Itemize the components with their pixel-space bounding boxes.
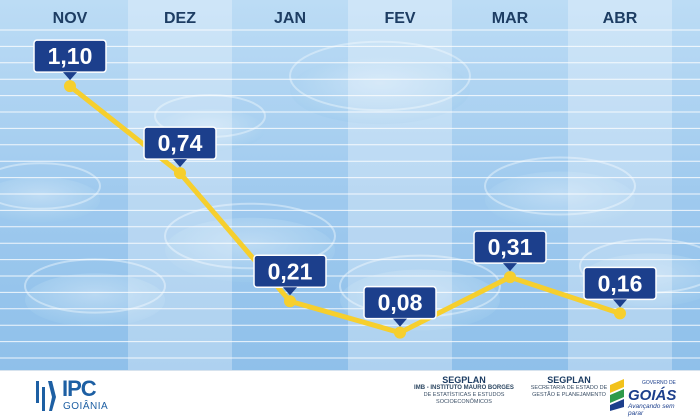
month-labels: NOV DEZ JAN FEV MAR ABR (53, 10, 638, 27)
data-label-text: 0,21 (268, 258, 313, 284)
coin-decoration (164, 202, 336, 270)
segplan-imb-line2: DE ESTATÍSTICAS E ESTUDOS SOCIOECONÔMICO… (423, 392, 505, 405)
coin-decoration (0, 177, 100, 223)
month-label-mar: MAR (492, 10, 529, 27)
goias-logo: GOVERNO DE GOIÁS Avançando sem parar (608, 373, 690, 417)
segplan-title: SEGPLAN (547, 375, 591, 385)
coin-decoration (290, 55, 470, 125)
ipc-title: IPC (62, 376, 97, 401)
segplan-line2: GESTÃO E PLANEJAMENTO (532, 392, 606, 398)
month-label-jan: JAN (274, 10, 306, 27)
goias-tagline: Avançando sem parar (628, 403, 675, 417)
coin-decoration (0, 162, 101, 210)
month-label-dez: DEZ (164, 10, 196, 27)
month-label-nov: NOV (53, 10, 88, 27)
segplan-imb-line1: IMB - INSTITUTO MAURO BORGES (414, 385, 514, 391)
segplan-logo: SEGPLAN SECRETARIA DE ESTADO DE GESTÃO E… (528, 375, 610, 399)
coin-decoration (25, 273, 165, 327)
data-label-jan: 0,21 (253, 254, 327, 296)
data-label-nov: 1,10 (33, 39, 107, 81)
data-point-fev (394, 326, 406, 339)
chart-area: 1,10 0,74 0,21 0,08 0,31 0,16 NOV DEZ JAN FEV MAR… (0, 0, 700, 370)
data-point-jan (284, 295, 296, 308)
segplan-imb-logo: SEGPLAN IMB - INSTITUTO MAURO BORGES DE … (408, 375, 520, 406)
coin-decoration (289, 40, 471, 112)
coin-decoration (485, 171, 635, 229)
segplan-line1: SECRETARIA DE ESTADO DE (530, 385, 608, 391)
goias-name: GOIÁS (628, 387, 677, 404)
ipc-subtitle: GOIÂNIA (63, 401, 109, 412)
line-chart: 1,10 0,74 0,21 0,08 0,31 0,16 NOV DEZ JAN FEV MAR… (0, 0, 700, 370)
data-points (64, 80, 626, 339)
data-point-mar (504, 271, 516, 284)
data-labels: 1,10 0,74 0,21 0,08 0,31 0,16 (33, 39, 657, 327)
coin-decoration (484, 156, 636, 216)
month-label-fev: FEV (384, 10, 415, 27)
column-band (128, 0, 232, 370)
data-point-nov (64, 80, 76, 93)
segplan-imb-title: SEGPLAN (442, 375, 486, 385)
goias-flag-icon (610, 379, 624, 411)
data-label-dez: 0,74 (143, 126, 217, 168)
data-label-abr: 0,16 (583, 266, 657, 308)
data-label-text: 1,10 (48, 43, 93, 69)
data-label-mar: 0,31 (473, 230, 547, 272)
gridlines (0, 29, 700, 359)
ipc-mark-icon (36, 381, 56, 411)
data-label-text: 0,16 (598, 270, 643, 296)
month-label-abr: ABR (603, 10, 638, 27)
data-point-abr (614, 307, 626, 320)
data-label-fev: 0,08 (363, 285, 437, 327)
data-label-text: 0,74 (158, 130, 203, 156)
data-point-dez (174, 167, 186, 180)
goias-prefix: GOVERNO DE (642, 380, 676, 386)
ipc-goiania-logo: IPC GOIÂNIA (30, 377, 120, 415)
data-label-text: 0,08 (378, 290, 423, 316)
footer: IPC GOIÂNIA SEGPLAN IMB - INSTITUTO MAUR… (0, 370, 700, 419)
data-label-text: 0,31 (488, 234, 533, 260)
